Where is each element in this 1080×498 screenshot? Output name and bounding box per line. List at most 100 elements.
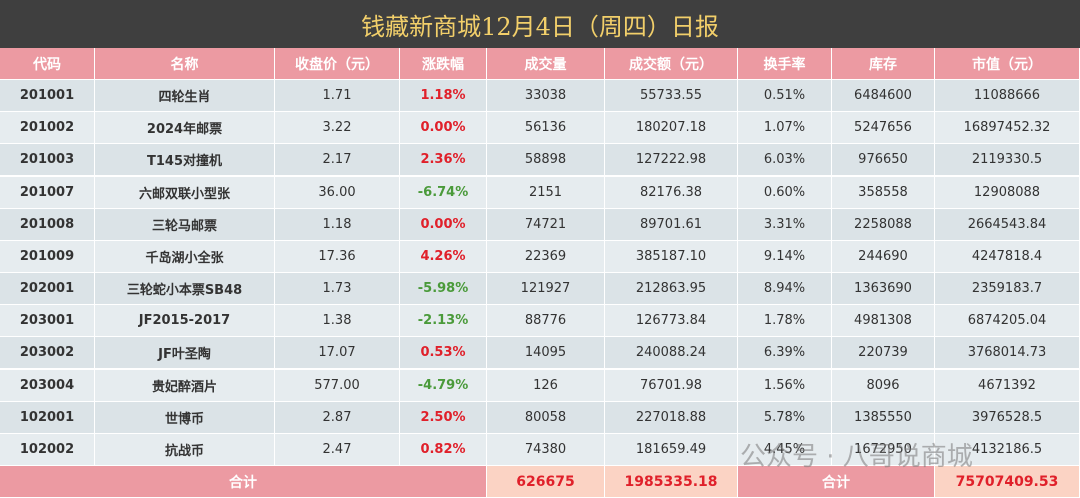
table-cell: 121927 bbox=[487, 273, 605, 306]
table-cell: 4671392 bbox=[935, 369, 1080, 402]
table-cell: 6.39% bbox=[738, 337, 832, 370]
table-cell: 201007 bbox=[0, 176, 95, 209]
table-cell: 1.07% bbox=[738, 112, 832, 145]
table-cell: 1363690 bbox=[832, 273, 935, 306]
table-cell: 203001 bbox=[0, 305, 95, 338]
table-cell: 1672950 bbox=[832, 433, 935, 466]
column-header: 成交额（元） bbox=[605, 48, 738, 80]
table-cell: JF叶圣陶 bbox=[95, 337, 275, 370]
column-header: 代码 bbox=[0, 48, 95, 80]
table-cell: 2258088 bbox=[832, 208, 935, 241]
table-cell: 1385550 bbox=[832, 401, 935, 434]
table-cell: 8.94% bbox=[738, 273, 832, 306]
table-cell: 203002 bbox=[0, 337, 95, 370]
table-cell: T145对撞机 bbox=[95, 144, 275, 177]
table-cell: 2664543.84 bbox=[935, 208, 1080, 241]
table-cell: 6.03% bbox=[738, 144, 832, 177]
table-cell: 358558 bbox=[832, 176, 935, 209]
table-cell: JF2015-2017 bbox=[95, 305, 275, 338]
column-header: 收盘价（元） bbox=[275, 48, 400, 80]
table-cell: 0.00% bbox=[400, 208, 487, 241]
footer-volume: 626675 bbox=[487, 466, 605, 498]
footer-amount: 1985335.18 bbox=[605, 466, 738, 498]
table-cell: 202001 bbox=[0, 273, 95, 306]
table-cell: 12908088 bbox=[935, 176, 1080, 209]
table-cell: 1.78% bbox=[738, 305, 832, 338]
table-cell: 1.18 bbox=[275, 208, 400, 241]
table-cell: 227018.88 bbox=[605, 401, 738, 434]
table-cell: 17.07 bbox=[275, 337, 400, 370]
table-cell: 203004 bbox=[0, 369, 95, 402]
table-cell: 88776 bbox=[487, 305, 605, 338]
watermark: 公众号 · 八哥说商城 bbox=[740, 442, 973, 472]
table-cell: 201008 bbox=[0, 208, 95, 241]
table-cell: -2.13% bbox=[400, 305, 487, 338]
table-cell: 0.00% bbox=[400, 112, 487, 145]
table-cell: 201002 bbox=[0, 112, 95, 145]
table-cell: 3.22 bbox=[275, 112, 400, 145]
table-cell: 0.60% bbox=[738, 176, 832, 209]
table-cell: 2.47 bbox=[275, 433, 400, 466]
table-cell: 16897452.32 bbox=[935, 112, 1080, 145]
table-cell: 0.51% bbox=[738, 80, 832, 113]
table-cell: 127222.98 bbox=[605, 144, 738, 177]
column-header: 库存 bbox=[832, 48, 935, 80]
column-header: 名称 bbox=[95, 48, 275, 80]
table-cell: 244690 bbox=[832, 240, 935, 273]
table-cell: 千岛湖小全张 bbox=[95, 240, 275, 273]
table-cell: 6484600 bbox=[832, 80, 935, 113]
table-cell: -4.79% bbox=[400, 369, 487, 402]
table-cell: 22369 bbox=[487, 240, 605, 273]
table-cell: -6.74% bbox=[400, 176, 487, 209]
table-cell: 5.78% bbox=[738, 401, 832, 434]
table-cell: 2024年邮票 bbox=[95, 112, 275, 145]
table-cell: 2.36% bbox=[400, 144, 487, 177]
table-cell: 3.31% bbox=[738, 208, 832, 241]
table-cell: 74721 bbox=[487, 208, 605, 241]
table-cell: 180207.18 bbox=[605, 112, 738, 145]
table-cell: 74380 bbox=[487, 433, 605, 466]
table-cell: 三轮马邮票 bbox=[95, 208, 275, 241]
footer-label: 合计 bbox=[0, 466, 487, 498]
table-cell: 1.73 bbox=[275, 273, 400, 306]
table-cell: 181659.49 bbox=[605, 433, 738, 466]
table-cell: 240088.24 bbox=[605, 337, 738, 370]
table-cell: 三轮蛇小本票SB48 bbox=[95, 273, 275, 306]
table-cell: 3976528.5 bbox=[935, 401, 1080, 434]
table-cell: 76701.98 bbox=[605, 369, 738, 402]
table-cell: 9.14% bbox=[738, 240, 832, 273]
table-cell: 0.53% bbox=[400, 337, 487, 370]
table-cell: 5247656 bbox=[832, 112, 935, 145]
table-cell: 贵妃醉酒片 bbox=[95, 369, 275, 402]
table-cell: 11088666 bbox=[935, 80, 1080, 113]
table-cell: 58898 bbox=[487, 144, 605, 177]
table-cell: 1.38 bbox=[275, 305, 400, 338]
table-cell: 385187.10 bbox=[605, 240, 738, 273]
table-cell: 3768014.73 bbox=[935, 337, 1080, 370]
table-cell: 33038 bbox=[487, 80, 605, 113]
table-cell: 世博币 bbox=[95, 401, 275, 434]
column-header: 换手率 bbox=[738, 48, 832, 80]
table-cell: 6874205.04 bbox=[935, 305, 1080, 338]
table-cell: 四轮生肖 bbox=[95, 80, 275, 113]
table-cell: 577.00 bbox=[275, 369, 400, 402]
table-cell: 82176.38 bbox=[605, 176, 738, 209]
table-cell: 4981308 bbox=[832, 305, 935, 338]
report-title: 钱藏新商城12月4日（周四）日报 bbox=[0, 0, 1080, 48]
table-cell: 2.50% bbox=[400, 401, 487, 434]
table-cell: 212863.95 bbox=[605, 273, 738, 306]
table-cell: 201003 bbox=[0, 144, 95, 177]
table-cell: 2.17 bbox=[275, 144, 400, 177]
table-cell: 976650 bbox=[832, 144, 935, 177]
table-cell: 55733.55 bbox=[605, 80, 738, 113]
table-cell: 126 bbox=[487, 369, 605, 402]
column-header: 市值（元） bbox=[935, 48, 1080, 80]
table-cell: 1.56% bbox=[738, 369, 832, 402]
footer-label: 合计 bbox=[738, 466, 935, 498]
table-cell: 220739 bbox=[832, 337, 935, 370]
table-cell: 201009 bbox=[0, 240, 95, 273]
table-cell: 2359183.7 bbox=[935, 273, 1080, 306]
table-cell: 2151 bbox=[487, 176, 605, 209]
table-cell: -5.98% bbox=[400, 273, 487, 306]
